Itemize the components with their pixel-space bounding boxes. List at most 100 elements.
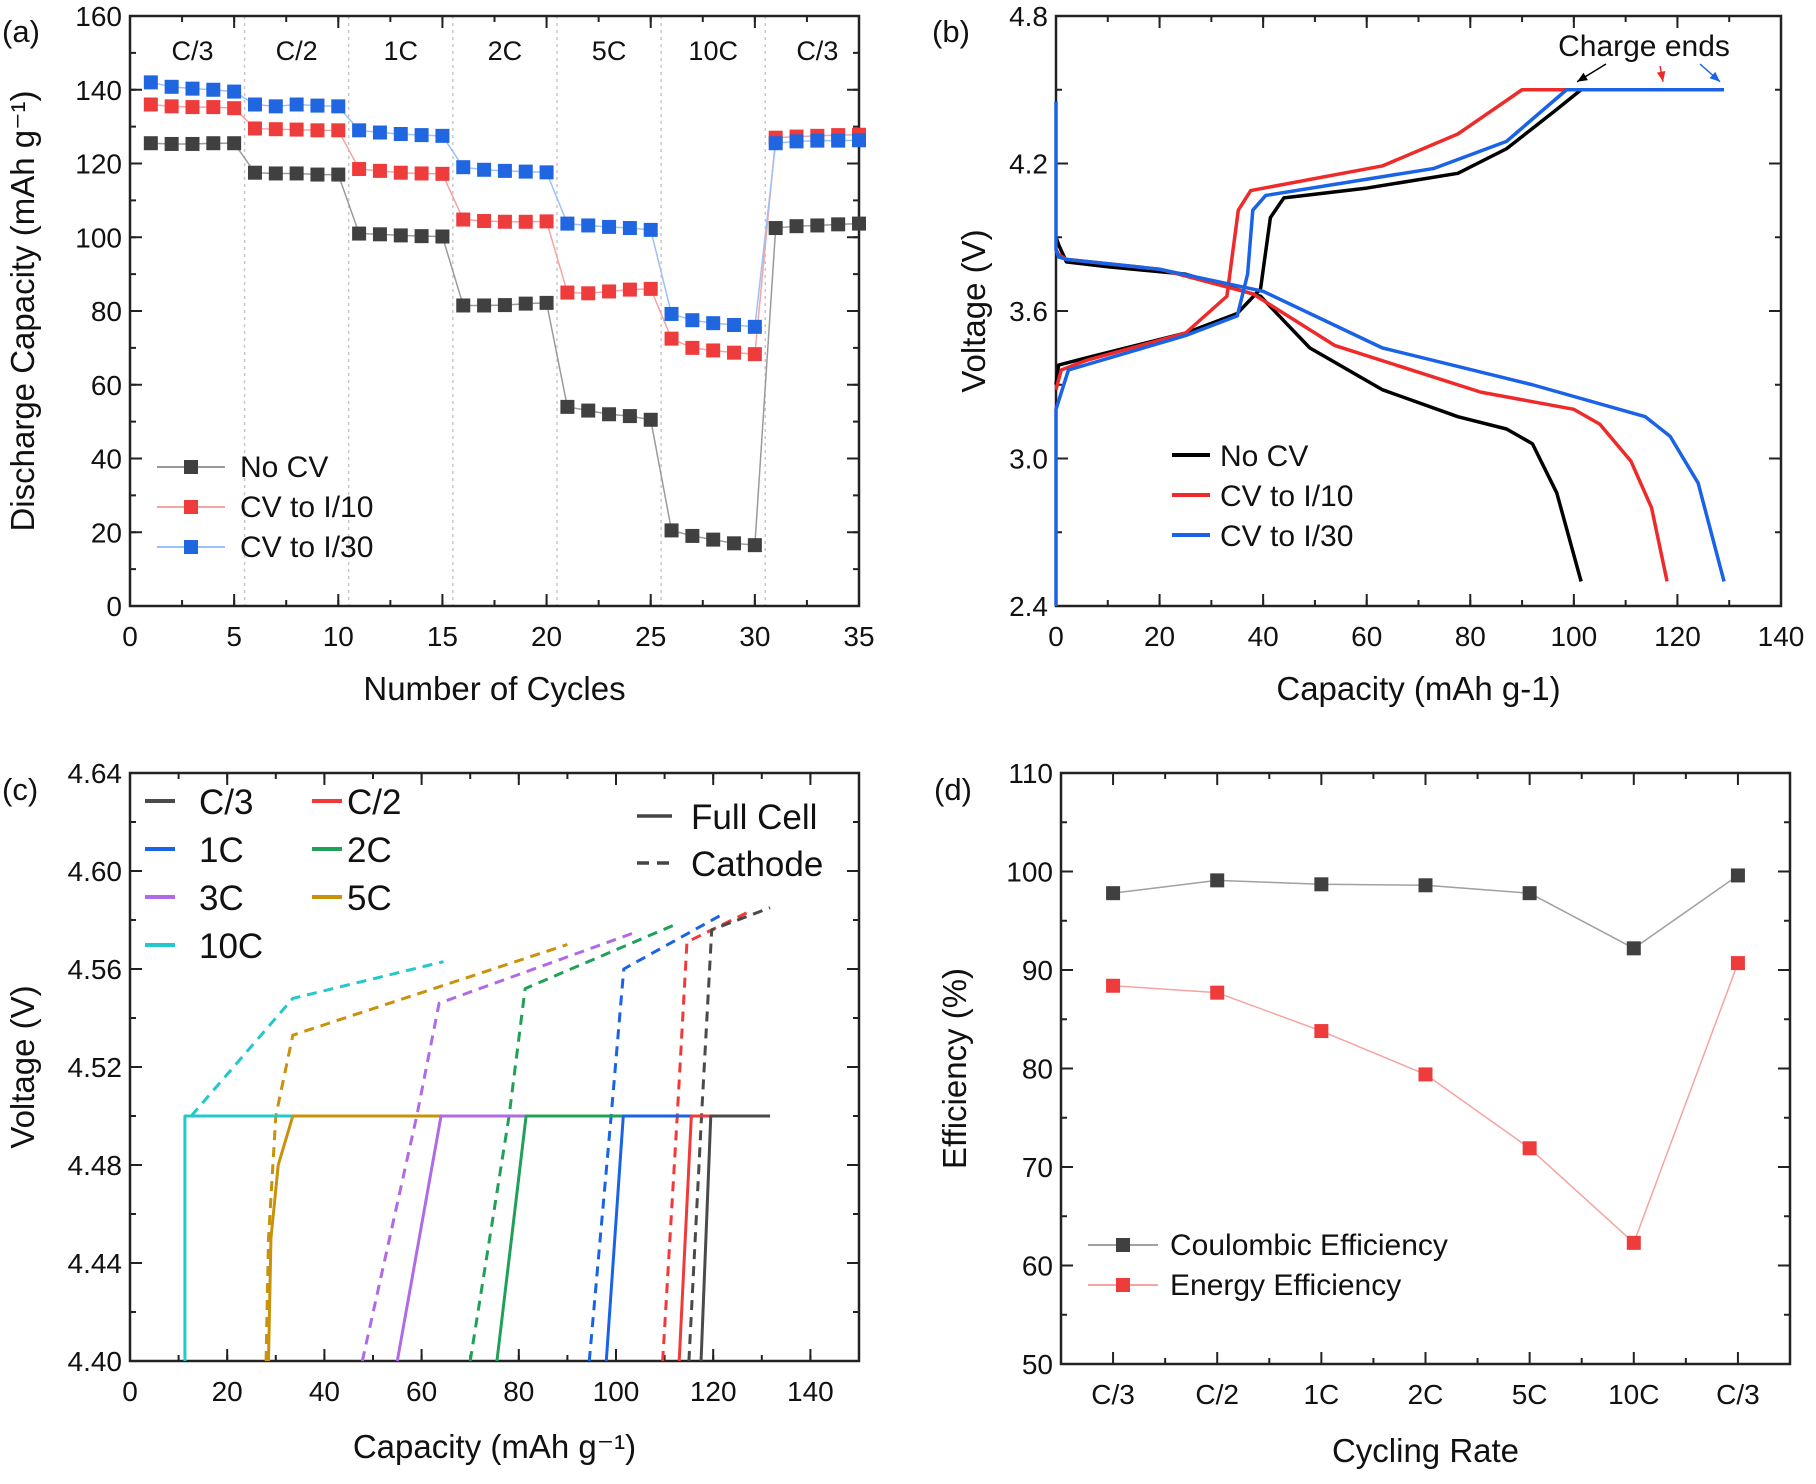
y-axis-label: Discharge Capacity (mAh g⁻¹): [4, 90, 41, 531]
x-tick-label: 1C: [1303, 1379, 1339, 1410]
data-point: [352, 226, 367, 241]
cathode-curve: [661, 908, 753, 1362]
x-tick-label: 0: [122, 1376, 138, 1407]
y-tick-label: 80: [91, 296, 122, 327]
discharge-curve: [1054, 102, 1726, 582]
data-point: [456, 298, 471, 313]
x-tick-label: 10C: [1608, 1379, 1659, 1410]
data-point: [289, 122, 304, 137]
data-point: [664, 306, 679, 321]
arrow-head-icon: [1709, 71, 1721, 82]
cathode-curve: [468, 923, 675, 1362]
charge-curve: [1054, 88, 1583, 385]
data-point: [1730, 868, 1745, 883]
data-point: [372, 227, 387, 242]
y-tick-label: 2.4: [1009, 591, 1048, 622]
data-point: [1522, 1141, 1537, 1156]
y-tick-label: 100: [1006, 857, 1053, 888]
data-point: [206, 82, 221, 97]
data-point: [643, 281, 658, 296]
y-tick-label: 4.48: [68, 1150, 123, 1181]
series-line: [150, 81, 860, 328]
x-tick-label: 25: [635, 621, 666, 652]
data-point: [622, 282, 637, 297]
legend-marker: [184, 540, 198, 554]
data-point: [831, 133, 846, 148]
x-tick-label: 40: [309, 1376, 340, 1407]
data-point: [852, 133, 866, 148]
data-point: [581, 218, 596, 233]
data-point: [622, 409, 637, 424]
x-tick-label: 60: [406, 1376, 437, 1407]
data-point: [227, 136, 242, 151]
legend-marker: [1116, 1238, 1130, 1252]
y-tick-label: 4.40: [68, 1346, 123, 1377]
data-point: [331, 123, 346, 138]
data-point: [164, 136, 179, 151]
data-point: [560, 399, 575, 414]
data-point: [497, 214, 512, 229]
data-point: [393, 127, 408, 141]
data-point: [247, 165, 262, 180]
legend-marker: [184, 500, 198, 514]
x-tick-label: 5: [226, 621, 242, 652]
rate-label: 1C: [384, 36, 419, 66]
y-tick-label: 4.8: [1009, 1, 1048, 32]
legend-label: Cathode: [691, 845, 823, 884]
data-point: [602, 407, 617, 422]
y-tick-label: 4.52: [68, 1052, 123, 1083]
x-tick-label: 120: [690, 1376, 737, 1407]
panel-a: C/3 C/2 1C 2C 5C 10C C/3 0 5 10 15 20 25 30 35 0 20 40 60 8…: [2, 1, 875, 707]
data-point: [581, 403, 596, 418]
legend-label: C/3: [199, 783, 253, 822]
data-point: [539, 214, 554, 229]
y-tick-label: 40: [91, 444, 122, 475]
y-tick-label: 90: [1022, 955, 1053, 986]
full-cell-curve: [267, 1114, 580, 1362]
data-point: [164, 99, 179, 114]
legend-label: 10C: [199, 927, 263, 966]
arrow-head-icon: [1656, 70, 1666, 82]
legend-label: 3C: [199, 879, 244, 918]
data-point: [435, 166, 450, 181]
data-point: [143, 97, 158, 112]
data-point: [227, 101, 242, 116]
data-point: [747, 319, 762, 334]
series-line: [1113, 962, 1739, 1244]
data-point: [247, 97, 262, 112]
data-point: [747, 347, 762, 362]
data-point: [185, 100, 200, 115]
data-point: [852, 216, 866, 231]
data-point: [268, 166, 283, 181]
data-point: [1210, 873, 1225, 888]
full-cell-curve: [395, 1114, 639, 1362]
data-point: [1314, 877, 1329, 892]
data-point: [497, 163, 512, 178]
y-tick-label: 100: [75, 222, 122, 253]
legend-label: Full Cell: [691, 798, 817, 837]
data-point: [289, 97, 304, 112]
y-tick-label: 4.60: [68, 856, 123, 887]
y-tick-label: 3.6: [1009, 296, 1048, 327]
data-point: [310, 167, 325, 182]
data-point: [310, 98, 325, 113]
data-point: [518, 296, 533, 311]
data-point: [685, 340, 700, 355]
plot-frame: [1054, 14, 1783, 608]
data-point: [1418, 1067, 1433, 1082]
data-point: [393, 228, 408, 243]
data-point: [1210, 985, 1225, 1000]
data-point: [164, 79, 179, 94]
data-point: [602, 284, 617, 299]
charge-curve: [1054, 88, 1725, 606]
data-point: [768, 221, 783, 236]
data-point: [789, 219, 804, 234]
y-tick-label: 70: [1022, 1152, 1053, 1183]
discharge-curve: [1054, 236, 1583, 582]
x-tick-label: C/3: [1091, 1379, 1135, 1410]
legend-label: CV to I/30: [240, 531, 373, 564]
x-tick-label: 80: [1455, 621, 1486, 652]
data-point: [206, 136, 221, 151]
x-tick-label: 20: [1144, 621, 1175, 652]
x-tick-label: 10: [323, 621, 354, 652]
